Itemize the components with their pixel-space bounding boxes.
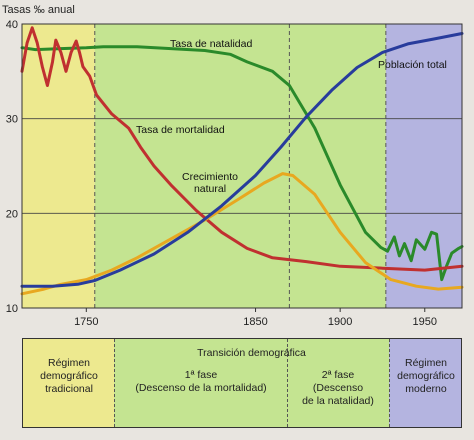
x-tick-label-1850: 1850 — [243, 316, 267, 328]
phase-second-line-3: de la natalidad) — [302, 395, 374, 407]
phase-second-label: 2ª fase (Descenso de la natalidad) — [289, 369, 387, 408]
annotation-mortalidad: Tasa de mortalidad — [136, 124, 225, 136]
phase-traditional-line-3: tradicional — [45, 383, 93, 395]
transition-title: Transición demográfica — [197, 347, 306, 359]
x-tick-label-1950: 1950 — [413, 316, 437, 328]
x-tick-label-1750: 1750 — [74, 316, 98, 328]
legend-divider-2 — [287, 339, 288, 427]
legend-divider-1 — [114, 339, 115, 427]
phase-first-label: 1ª fase (Descenso de la mortalidad) — [116, 369, 286, 395]
annotation-natalidad: Tasa de natalidad — [170, 38, 252, 50]
y-tick-label-30: 30 — [6, 114, 18, 126]
series-line-1 — [20, 45, 464, 282]
phase-traditional-line-1: Régimen — [47, 357, 91, 369]
phase-modern-label: Régimen demográfico moderno — [390, 357, 461, 396]
y-tick-label-10: 10 — [6, 303, 18, 315]
y-axis-label: Tasas ‰ anual — [2, 4, 75, 16]
series-line-2 — [20, 26, 464, 272]
phase-traditional-label: Régimen demográfico tradicional — [25, 357, 113, 396]
phase-modern-line-2: demográfico — [397, 370, 455, 382]
demographic-transition-chart: 10 20 30 40 1750 1850 1900 1950 Tasas ‰ anual Ta… — [2, 4, 464, 328]
legend-band-modern — [389, 339, 461, 427]
phase-traditional-line-2: demográfico — [40, 370, 98, 382]
phase-second-line-2: (Descenso — [312, 382, 364, 394]
phases-legend: Régimen demográfico tradicional Transici… — [22, 338, 462, 428]
series-line-4 — [20, 32, 464, 288]
y-tick-label-20: 20 — [6, 208, 18, 220]
series-line-3 — [20, 172, 464, 296]
annotation-crecimiento-1: Crecimiento — [182, 171, 238, 183]
legend-divider-3 — [389, 339, 390, 427]
legend-band-transition — [114, 339, 389, 427]
phase-second-line-1: 2ª fase — [321, 369, 355, 381]
annotation-poblacion: Población total — [378, 59, 447, 71]
phase-band-2 — [94, 24, 290, 308]
phase-first-line-1: 1ª fase — [184, 369, 218, 381]
phase-band-1 — [22, 24, 95, 308]
y-tick-label-40: 40 — [6, 19, 18, 31]
phase-first-line-2: (Descenso de la mortalidad) — [135, 382, 267, 394]
legend-band-traditional — [23, 339, 114, 427]
phase-modern-line-1: Régimen — [404, 357, 448, 369]
x-tick-label-1900: 1900 — [328, 316, 352, 328]
plot-frame — [21, 23, 463, 309]
phase-modern-line-3: moderno — [405, 383, 447, 395]
annotation-crecimiento-2: natural — [194, 183, 226, 195]
